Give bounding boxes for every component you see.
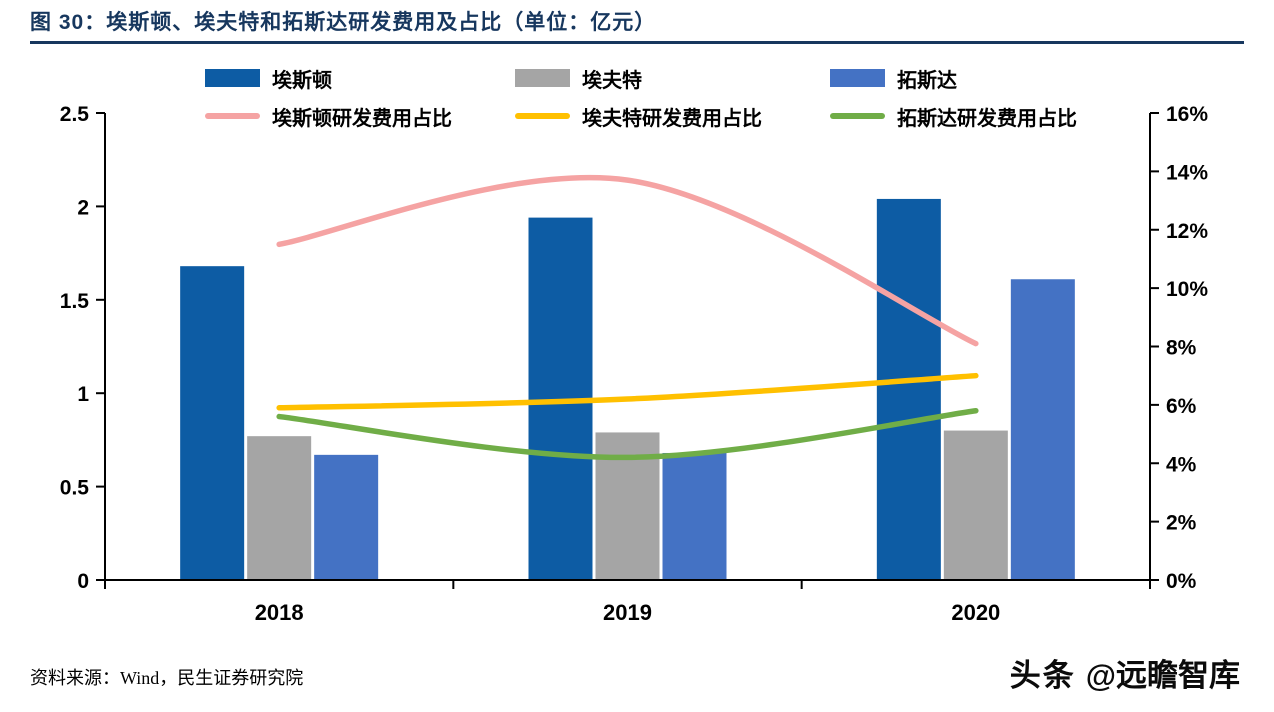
legend-label-efort-bar: 埃夫特	[582, 69, 642, 92]
left-tick-label: 2	[77, 196, 89, 219]
legend-item-estun-ratio-line: 埃斯顿研发费用占比	[205, 104, 452, 130]
bar-拓斯达	[662, 452, 727, 580]
right-tick-label: 8%	[1166, 337, 1197, 360]
right-tick-label: 14%	[1166, 161, 1208, 184]
legend-swatch-efort-bar	[515, 69, 570, 87]
right-tick-label: 0%	[1166, 570, 1197, 593]
left-tick-label: 0.5	[60, 477, 90, 500]
watermark: 头条 @远瞻智库	[1010, 650, 1240, 695]
bar-埃斯顿	[876, 198, 941, 581]
right-tick-label: 10%	[1166, 278, 1208, 301]
right-tick-label: 12%	[1166, 220, 1208, 243]
category-label: 2020	[951, 600, 1000, 625]
right-tick-label: 4%	[1166, 453, 1197, 476]
bar-埃夫特	[247, 436, 312, 580]
watermark-handle: @远瞻智库	[1085, 658, 1240, 693]
legend-item-estun-bar: 埃斯顿	[205, 66, 332, 92]
bar-拓斯达	[1010, 279, 1075, 580]
right-tick-label: 6%	[1166, 395, 1197, 418]
right-tick-label: 2%	[1166, 512, 1197, 535]
left-tick-label: 1	[77, 383, 89, 406]
line-埃斯顿研发费用占比	[276, 174, 979, 347]
left-tick-label: 0	[77, 570, 89, 593]
left-tick-label: 2.5	[60, 103, 90, 126]
legend-item-efort-ratio-line: 埃夫特研发费用占比	[515, 104, 762, 130]
legend-label-topstar-bar: 拓斯达	[897, 69, 957, 92]
legend-item-topstar-ratio-line: 拓斯达研发费用占比	[830, 104, 1077, 130]
bar-埃斯顿	[180, 266, 245, 580]
legend-item-topstar-bar: 拓斯达	[830, 66, 957, 92]
legend-swatch-estun-ratio-line	[205, 113, 260, 119]
watermark-brand: 头条	[1009, 658, 1076, 693]
bar-拓斯达	[314, 454, 379, 580]
bar-埃夫特	[943, 430, 1008, 580]
legend-label-estun-bar: 埃斯顿	[272, 69, 332, 92]
title-divider	[30, 41, 1244, 44]
legend-swatch-topstar-ratio-line	[830, 113, 885, 119]
legend-swatch-estun-bar	[205, 69, 260, 87]
line-拓斯达研发费用占比	[276, 407, 979, 461]
right-tick-label: 16%	[1166, 103, 1208, 126]
legend-item-efort-bar: 埃夫特	[515, 66, 642, 92]
line-埃夫特研发费用占比	[276, 372, 979, 411]
legend-swatch-topstar-bar	[830, 69, 885, 87]
legend-label-topstar-ratio-line: 拓斯达研发费用占比	[897, 107, 1077, 130]
figure-title: 图 30：埃斯顿、埃夫特和拓斯达研发费用及占比（单位：亿元）	[30, 11, 657, 34]
legend-swatch-efort-ratio-line	[515, 113, 570, 119]
legend-label-estun-ratio-line: 埃斯顿研发费用占比	[272, 107, 452, 130]
category-label: 2019	[603, 600, 652, 625]
left-tick-label: 1.5	[60, 290, 90, 313]
legend-label-efort-ratio-line: 埃夫特研发费用占比	[582, 107, 762, 130]
category-label: 2018	[255, 600, 304, 625]
source-note: 资料来源：Wind，民生证券研究院	[30, 668, 304, 688]
